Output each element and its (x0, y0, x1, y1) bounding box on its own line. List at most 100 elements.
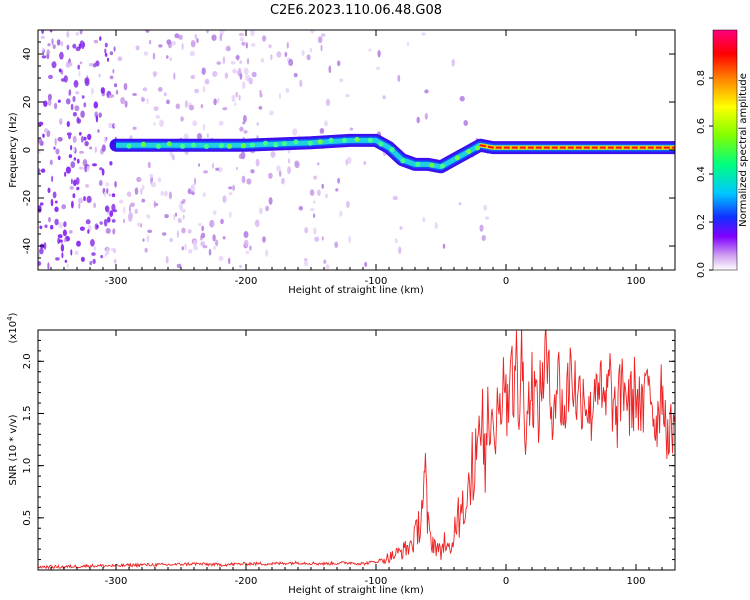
noise-speck (77, 158, 80, 164)
noise-speck (301, 49, 305, 57)
noise-speck (451, 59, 455, 67)
noise-speck (209, 219, 215, 228)
noise-speck (111, 193, 116, 198)
noise-speck (113, 46, 116, 52)
noise-speck (124, 100, 128, 108)
noise-speck (112, 69, 115, 74)
noise-speck (218, 120, 224, 126)
noise-speck (141, 97, 146, 102)
noise-speck (163, 190, 168, 197)
noise-speck (41, 55, 47, 59)
x-tick-label: -100 (365, 276, 388, 287)
ridge-peak (354, 136, 360, 142)
noise-speck (174, 33, 180, 39)
noise-speck (243, 239, 249, 248)
noise-speck (182, 214, 185, 220)
noise-speck (281, 177, 285, 185)
noise-speck (104, 205, 110, 213)
noise-speck (146, 98, 149, 105)
noise-speck (63, 221, 67, 228)
noise-speck (68, 230, 73, 234)
noise-speck (54, 102, 58, 110)
noise-speck (57, 99, 61, 103)
noise-speck (202, 245, 208, 249)
noise-speck (285, 88, 290, 93)
noise-speck (78, 43, 82, 49)
noise-speck (155, 114, 160, 119)
noise-speck (52, 44, 56, 49)
noise-speck (216, 61, 222, 65)
noise-speck (78, 132, 82, 136)
noise-speck (407, 41, 409, 47)
spectrogram-x-label: Height of straight line (km) (288, 285, 424, 296)
noise-speck (232, 184, 236, 191)
noise-speck (201, 67, 206, 75)
noise-speck (80, 256, 85, 262)
colorbar-tick-label: 0.8 (696, 70, 707, 86)
noise-speck (100, 255, 104, 259)
noise-speck (49, 30, 53, 33)
noise-speck (399, 226, 403, 230)
noise-speck (324, 120, 328, 127)
noise-speck (59, 51, 64, 60)
noise-speck (78, 203, 81, 209)
noise-speck (38, 261, 42, 266)
noise-speck (239, 72, 243, 80)
noise-speck (62, 229, 67, 237)
noise-speck (201, 225, 205, 232)
noise-speck (187, 229, 192, 234)
noise-speck (70, 144, 73, 151)
noise-speck (392, 195, 398, 201)
ridge-peak (328, 137, 334, 143)
noise-speck (93, 101, 99, 109)
noise-speck (99, 167, 103, 171)
noise-speck (255, 158, 260, 167)
noise-speck (132, 126, 137, 130)
noise-speck (105, 247, 110, 256)
noise-speck (278, 170, 282, 177)
noise-speck (84, 164, 88, 173)
noise-speck (171, 40, 176, 46)
noise-speck (192, 239, 198, 248)
noise-speck (459, 95, 465, 102)
noise-speck (198, 163, 201, 167)
spectrogram-y-ticks: -40 -20 0 20 40 (22, 29, 675, 271)
noise-speck (43, 242, 47, 250)
noise-speck (146, 214, 151, 219)
noise-speck (364, 261, 368, 267)
noise-speck (40, 35, 45, 39)
noise-speck (72, 193, 76, 199)
noise-speck (458, 202, 462, 206)
noise-speck (123, 206, 126, 214)
noise-speck (310, 208, 315, 212)
noise-speck (213, 98, 217, 106)
noise-speck (123, 82, 128, 91)
noise-speck (38, 121, 44, 126)
y-tick-label: -40 (22, 238, 33, 254)
noise-speck (181, 208, 186, 213)
y-tick-label: 0.5 (22, 510, 33, 526)
noise-speck (79, 61, 83, 65)
noise-speck (75, 91, 80, 95)
noise-speck (92, 163, 97, 167)
noise-speck (120, 97, 125, 105)
noise-speck (136, 176, 142, 183)
noise-speck (239, 60, 242, 64)
noise-speck (183, 133, 189, 141)
noise-speck (70, 178, 73, 185)
noise-speck (75, 31, 80, 36)
noise-speck (259, 93, 263, 98)
noise-speck (77, 64, 80, 70)
noise-speck (313, 213, 316, 218)
y-tick-label: -20 (22, 190, 33, 206)
noise-speck (463, 120, 469, 126)
noise-speck (147, 229, 153, 233)
noise-speck (328, 65, 332, 74)
noise-speck (203, 170, 209, 174)
ridge-peak (429, 162, 435, 168)
noise-speck (479, 224, 484, 232)
noise-speck (394, 238, 398, 244)
noise-speck (96, 224, 99, 229)
noise-speck (292, 128, 298, 136)
noise-speck (78, 166, 84, 170)
